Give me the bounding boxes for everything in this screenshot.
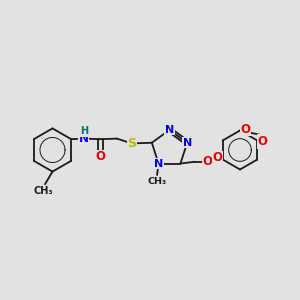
Text: O: O bbox=[257, 135, 267, 148]
Text: CH₃: CH₃ bbox=[34, 186, 53, 196]
Text: N: N bbox=[79, 132, 89, 145]
Text: O: O bbox=[213, 152, 223, 164]
Text: N: N bbox=[165, 125, 174, 135]
Text: O: O bbox=[95, 150, 105, 163]
Text: N: N bbox=[183, 138, 192, 148]
Text: H: H bbox=[80, 126, 88, 136]
Text: S: S bbox=[127, 137, 136, 150]
Text: N: N bbox=[154, 158, 163, 169]
Text: CH₃: CH₃ bbox=[148, 177, 166, 186]
Text: O: O bbox=[202, 155, 212, 168]
Text: O: O bbox=[240, 123, 250, 136]
